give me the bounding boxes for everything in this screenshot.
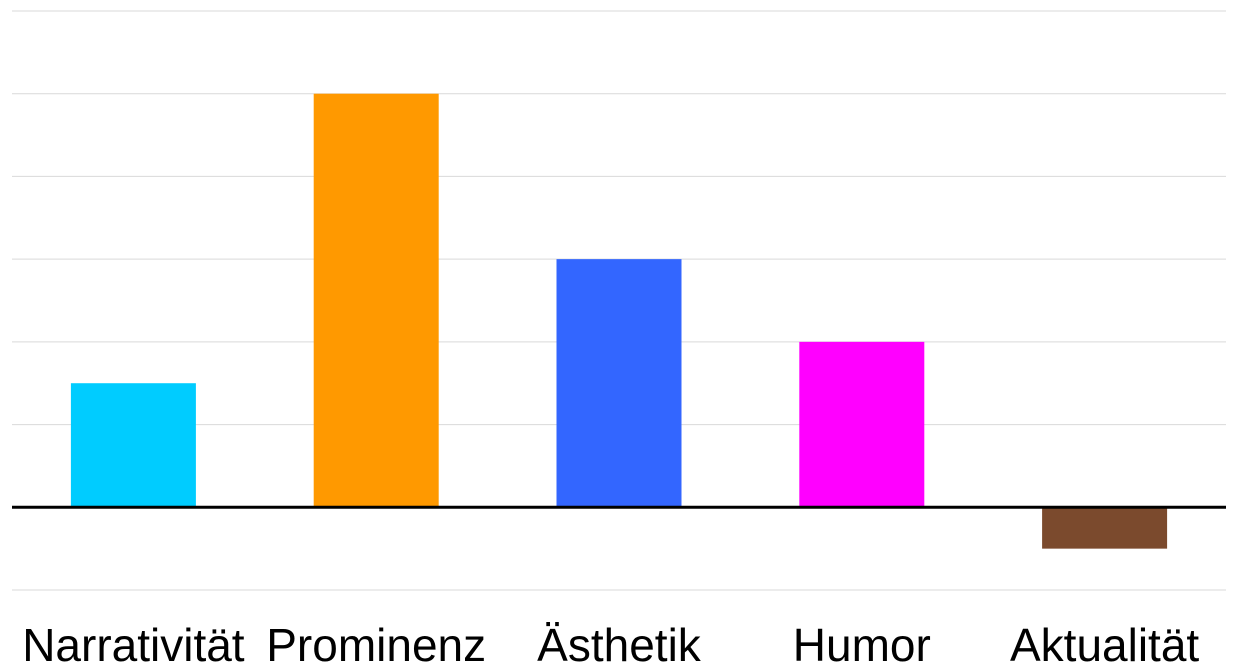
category-label: Ästhetik	[537, 619, 702, 671]
bar	[1042, 507, 1168, 549]
bar	[313, 93, 439, 508]
bars	[70, 93, 1168, 549]
category-label: Aktualität	[1010, 619, 1199, 671]
category-label: Narrativität	[22, 619, 245, 671]
bar	[70, 383, 196, 508]
category-labels: Narrativität Prominenz Ästhetik Humor Aktual…	[22, 619, 1199, 671]
category-label: Humor	[793, 619, 931, 671]
bar	[556, 259, 682, 508]
category-label: Prominenz	[266, 619, 486, 671]
bar	[799, 341, 925, 508]
